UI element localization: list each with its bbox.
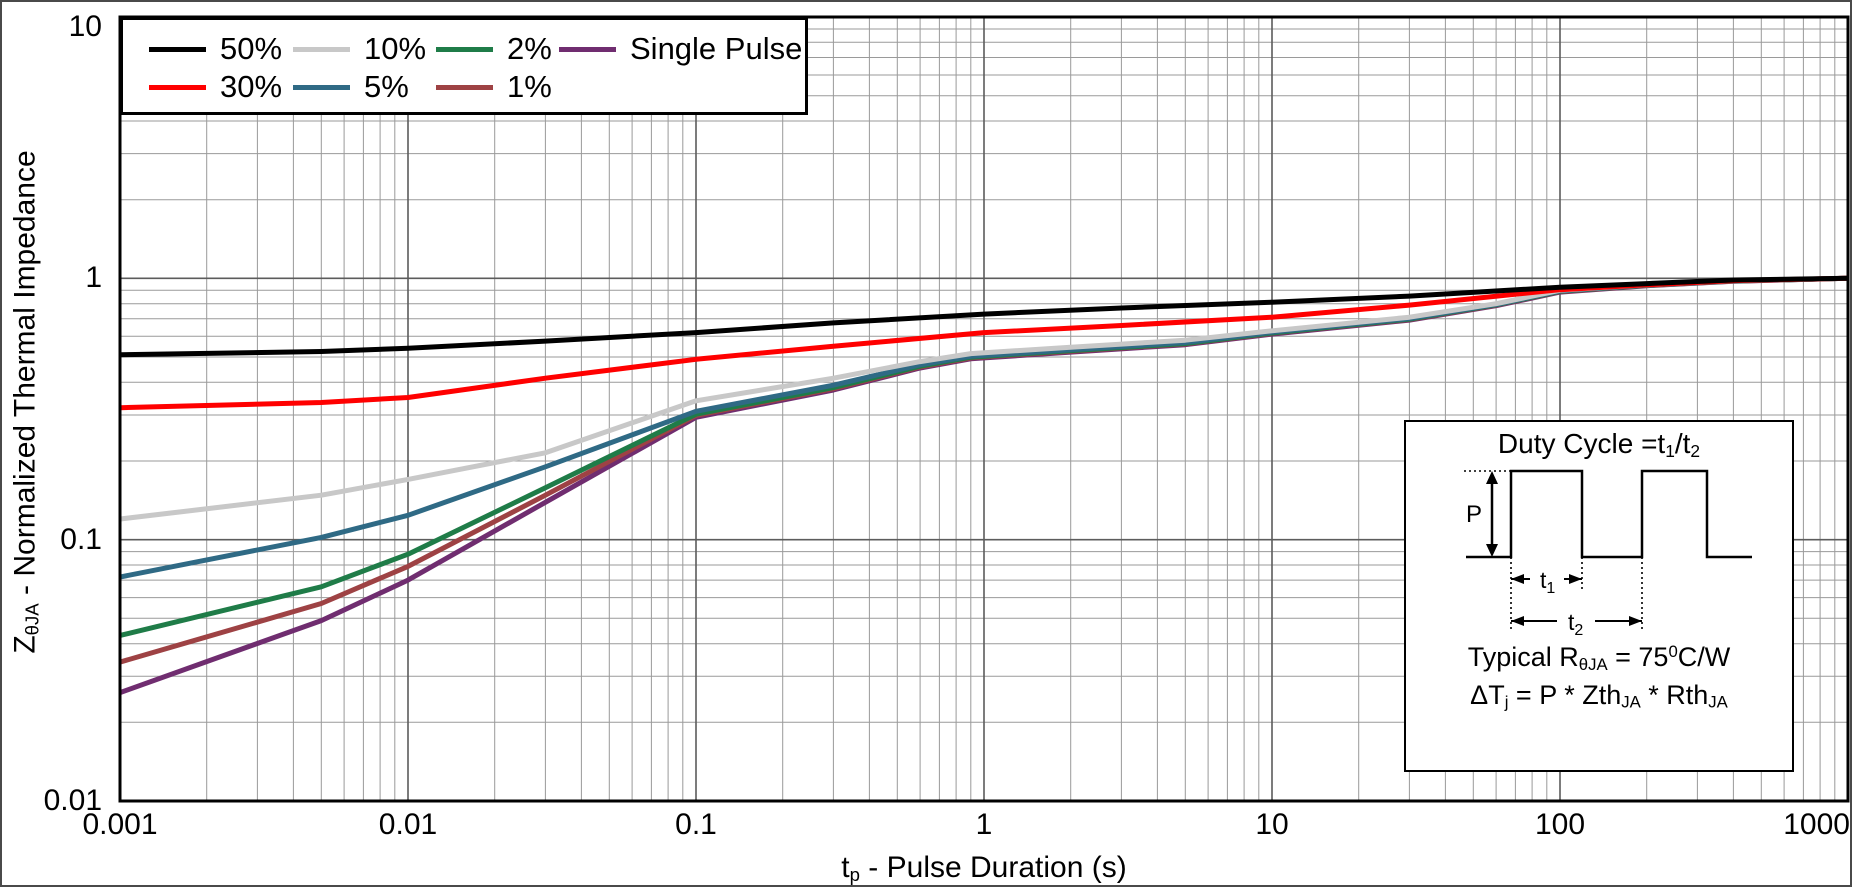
legend-item-10-: 10% [293,32,426,66]
legend-item-1-: 1% [436,70,552,104]
t1-label: t1 [1540,567,1555,597]
curve-50- [120,275,1848,358]
p-label: P [1466,501,1482,528]
inset-formula-deltatj: ΔTj = P * ZthJA * RthJA [1470,680,1728,712]
legend-swatch [436,46,493,52]
legend-label: 1% [507,69,552,104]
x-tick-label: 0.1 [675,808,717,841]
y-tick-label: 0.01 [43,784,102,817]
legend-swatch [293,46,350,52]
legend-label: 2% [507,31,552,66]
x-tick-label: 0.01 [378,808,438,841]
legend-item-30-: 30% [149,70,282,104]
duty-cycle-inset: Duty Cycle =t1/t2 P t1 [1404,420,1794,772]
x-tick-label: 10 [1255,808,1289,841]
x-tick-label: 100 [1534,808,1586,841]
y-tick-label: 10 [68,10,102,43]
legend-item-5-: 5% [293,70,409,104]
pulse-waveform-diagram: P t1 t2 [1464,469,1752,638]
y-tick-label: 1 [85,261,102,295]
curves-layer [120,275,1848,696]
legend-swatch [559,46,616,52]
legend-label: 50% [220,31,283,66]
x-axis-title: tp - Pulse Duration (s) [841,851,1127,886]
plot-frame [118,15,1850,803]
t2-label: t2 [1568,609,1583,638]
x-tick-label: 1 [975,808,993,841]
x-tick-label: 0.001 [82,808,158,841]
y-tick-label: 0.1 [60,522,102,556]
legend-swatch [436,84,493,90]
inset-title: Duty Cycle =t1/t2 [1497,428,1701,461]
legend-label: 30% [220,69,283,104]
legend-label: Single Pulse [630,31,803,66]
legend-label: 5% [364,69,409,104]
legend-swatch [149,84,206,90]
legend-item-2-: 2% [436,32,552,66]
inset-formula-rtheta: Typical RθJA = 750C/W [1467,642,1731,674]
legend-item-single-pulse: Single Pulse [559,32,802,66]
legend: 50% 30% 10% 5% 2% 1% Single Pulse [120,17,808,115]
legend-item-50-: 50% [149,32,282,66]
legend-swatch [149,46,206,52]
legend-label: 10% [364,31,427,66]
legend-swatch [293,84,350,90]
x-tick-label: 1000 [1783,808,1850,841]
y-axis-title: ZθJA - Normalized Thermal Impedance [8,150,43,654]
